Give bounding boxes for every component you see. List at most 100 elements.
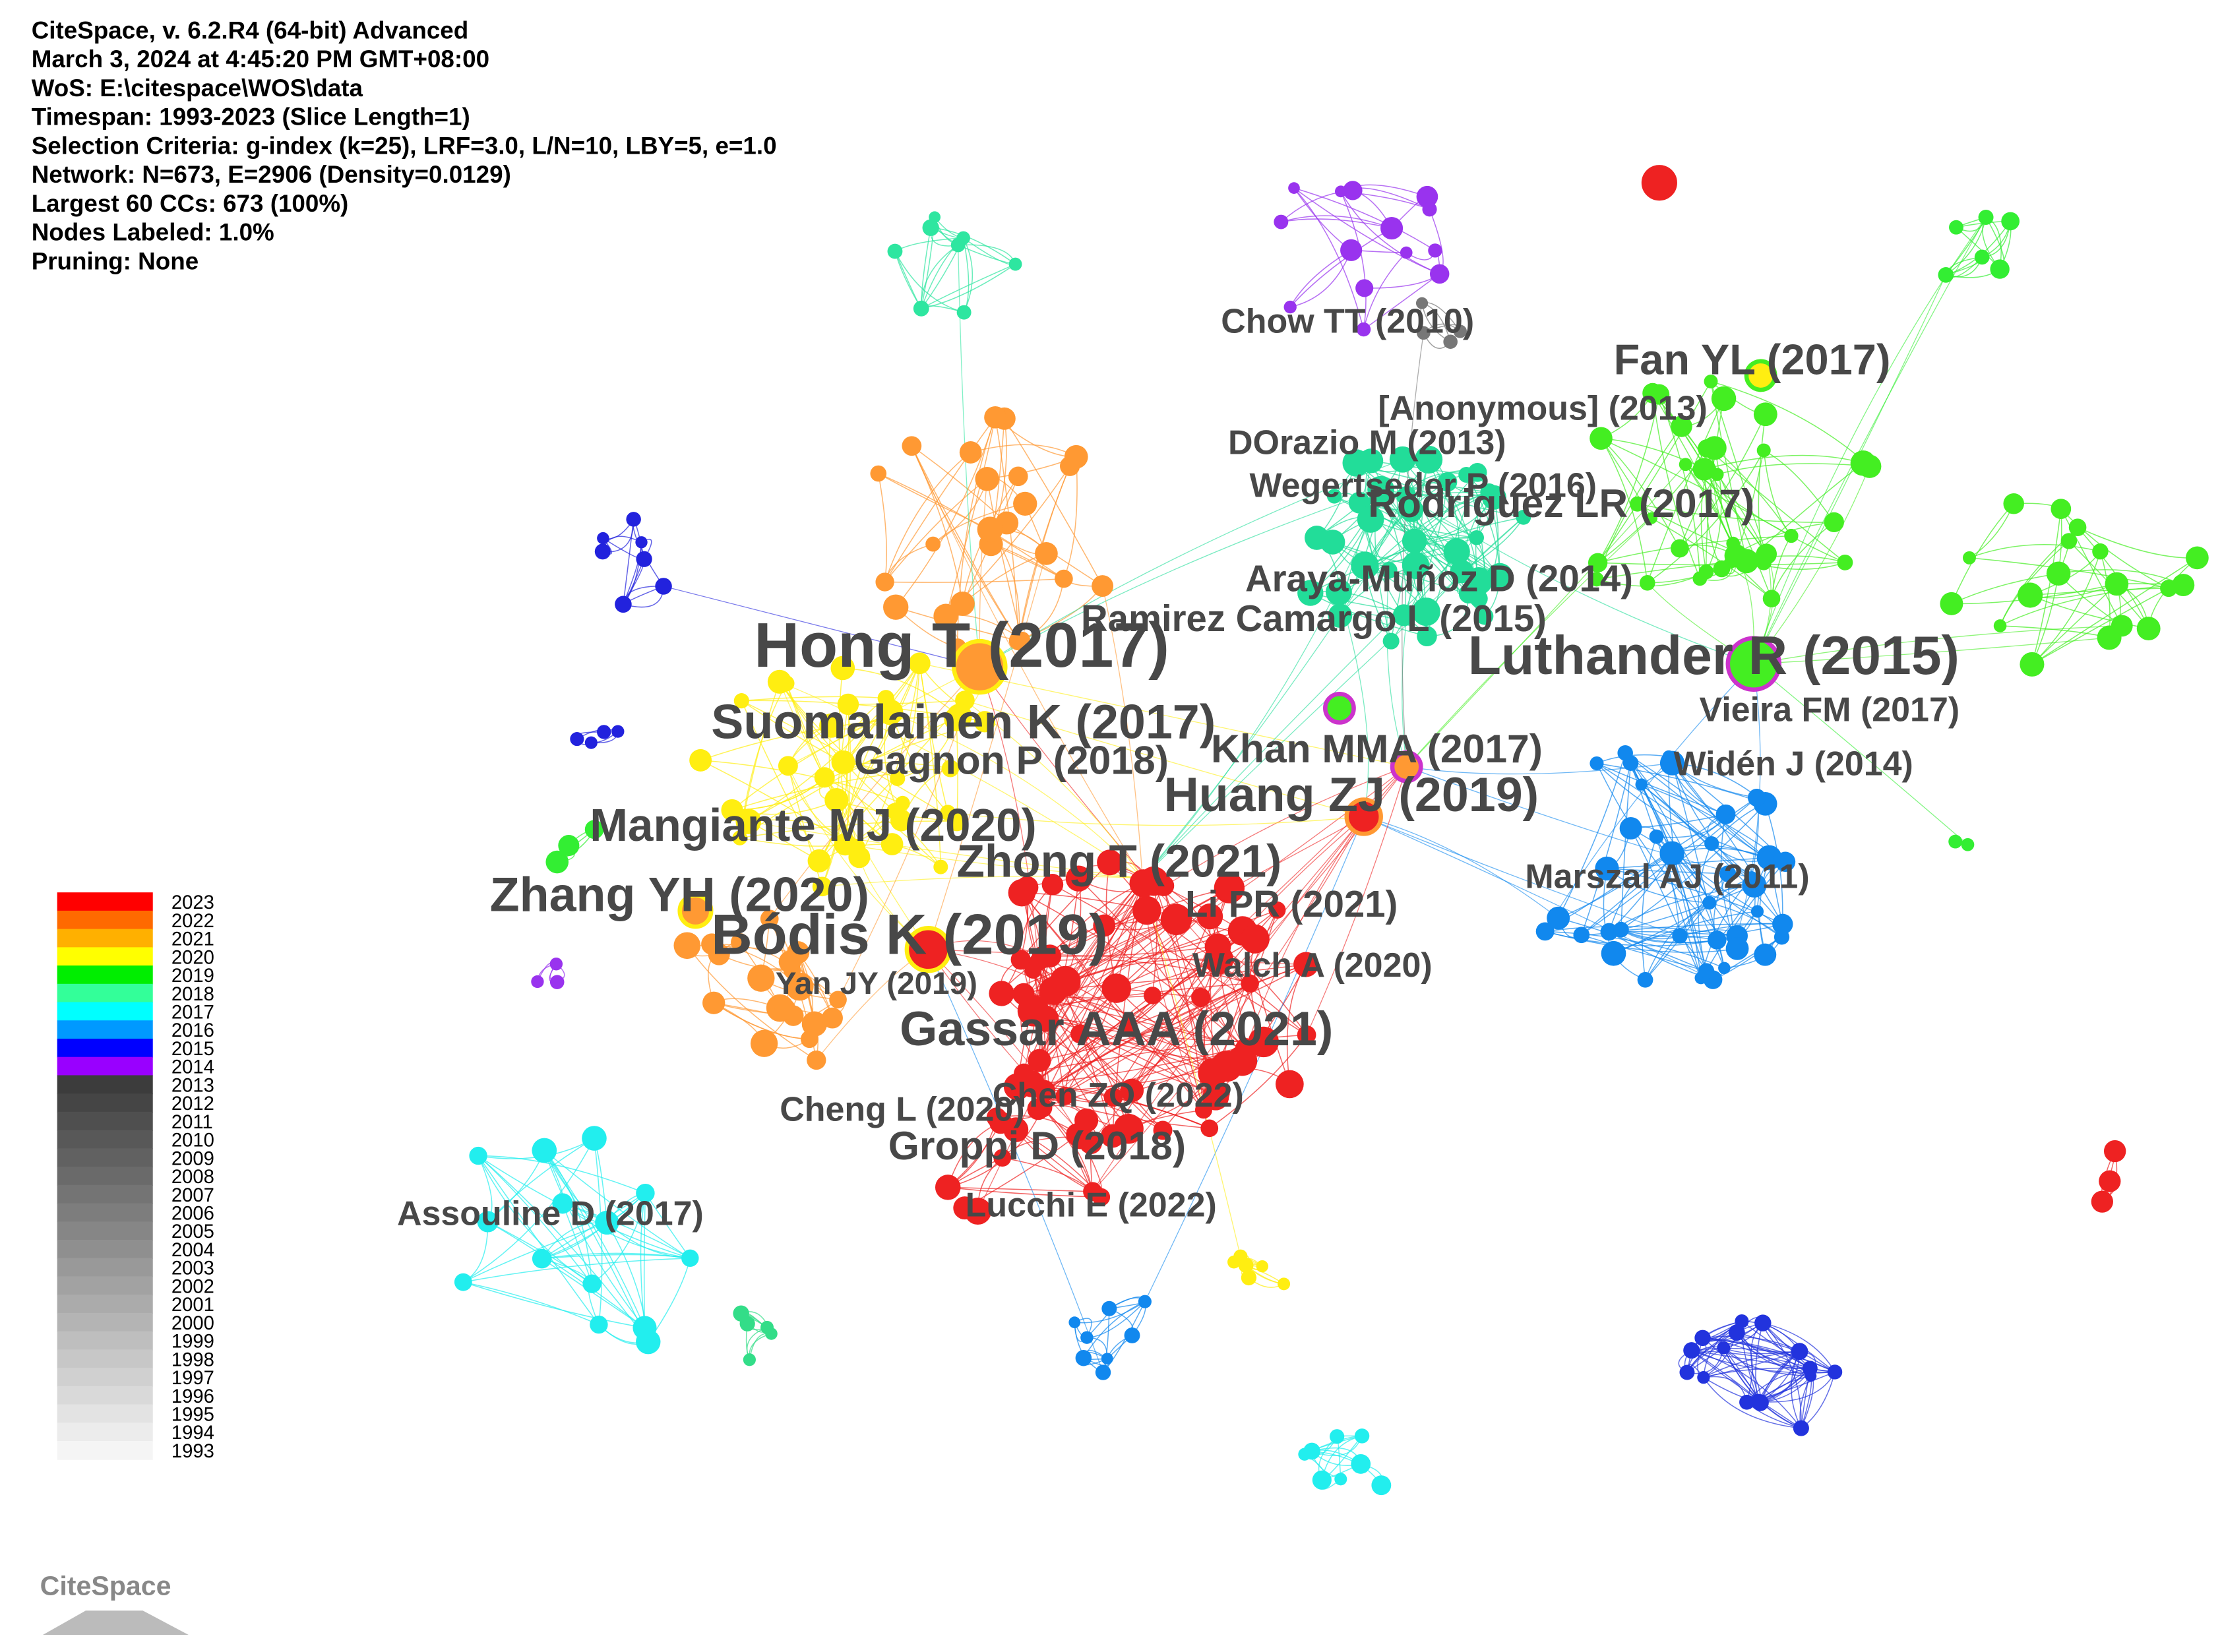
edge [911,445,1143,878]
node [1417,626,1437,647]
node [532,1248,552,1269]
edge [890,712,1143,878]
node [1726,536,1741,551]
node [1754,943,1777,966]
node [1728,1324,1745,1341]
node [595,1210,619,1235]
legend-year: 2010 [171,1130,214,1151]
node [1739,1394,1754,1410]
node-label: Zhong T (2021) [957,835,1282,886]
legend-year: 2014 [171,1057,214,1078]
node [733,693,749,709]
edge [1581,762,1632,935]
legend-swatch [57,892,153,911]
hub-node [952,638,1008,695]
node [1039,977,1068,1006]
hub-node [1323,691,1356,725]
edge [1001,887,1230,994]
node [1355,279,1374,297]
edge [895,606,1019,642]
edge [1045,1018,1129,1130]
node [735,809,762,834]
node [1637,971,1653,988]
header: CiteSpace, v. 6.2.R4 (64-bit) AdvancedMa… [32,16,777,274]
legend-swatch [57,1111,153,1131]
node [1248,1026,1279,1058]
legend-swatch [57,1312,153,1332]
node [887,243,903,259]
node [760,909,779,929]
node [1138,1295,1152,1308]
edge [964,700,1364,818]
legend-swatch [57,1423,153,1442]
edge [1209,1034,1307,1129]
header-line: Pruning: None [32,247,199,274]
node-label: Vieira FM (2017) [1700,690,1960,729]
node [1671,539,1689,558]
legend-year: 2003 [171,1258,214,1279]
edge [478,1155,600,1326]
node [922,219,939,236]
edge [927,949,1081,1138]
legend-year: 2004 [171,1240,214,1261]
node [1662,750,1675,763]
edge [1021,892,1246,1049]
edge [894,251,964,313]
legend-year: 2001 [171,1295,214,1316]
node [1422,202,1437,217]
edge [1637,503,1834,523]
edge [1620,929,1717,943]
node [1283,300,1297,314]
edge [700,760,903,804]
legend-swatch [57,1203,153,1223]
legend-swatch [57,1221,153,1241]
legend-year: 2008 [171,1167,214,1188]
node [1330,1429,1345,1444]
legend-swatch [57,1440,153,1460]
node [875,572,894,592]
node [890,770,906,787]
node [681,1249,699,1268]
node [1101,1353,1113,1365]
header-line: Nodes Labeled: 1.0% [32,219,274,246]
node [1711,386,1737,412]
edge [1644,902,1710,981]
node [570,732,584,747]
edge [1791,1351,1802,1428]
edge [1402,332,1424,767]
node [1010,950,1031,970]
edge [1142,878,1241,1257]
edge [2060,508,2169,589]
node [1371,1475,1392,1496]
node [1698,963,1715,979]
edge [2031,508,2062,665]
node [1334,1473,1347,1486]
node [1070,1024,1090,1044]
node [2097,625,2122,650]
edge [1596,762,1712,844]
node [807,849,831,872]
edge [1364,273,1440,289]
node [1588,553,1608,573]
node [1297,1025,1316,1045]
edge [1038,959,1250,985]
node [611,725,625,738]
edge [1053,990,1246,1049]
edge [1969,543,2101,559]
node [1092,575,1114,597]
legend-swatch [57,1368,153,1387]
node-label: Gagnon P (2018) [854,737,1169,782]
edge [962,237,973,313]
edge [1624,752,1752,879]
node [1335,185,1347,198]
legend-swatch [57,1130,153,1149]
node [1692,458,1716,481]
edge [731,768,951,811]
node [1055,1086,1074,1105]
edge [1597,394,1660,563]
edge [1710,381,1870,467]
node [1754,1314,1772,1331]
edge [1703,1367,1810,1378]
node [908,652,931,675]
legend-year: 1994 [171,1423,214,1444]
